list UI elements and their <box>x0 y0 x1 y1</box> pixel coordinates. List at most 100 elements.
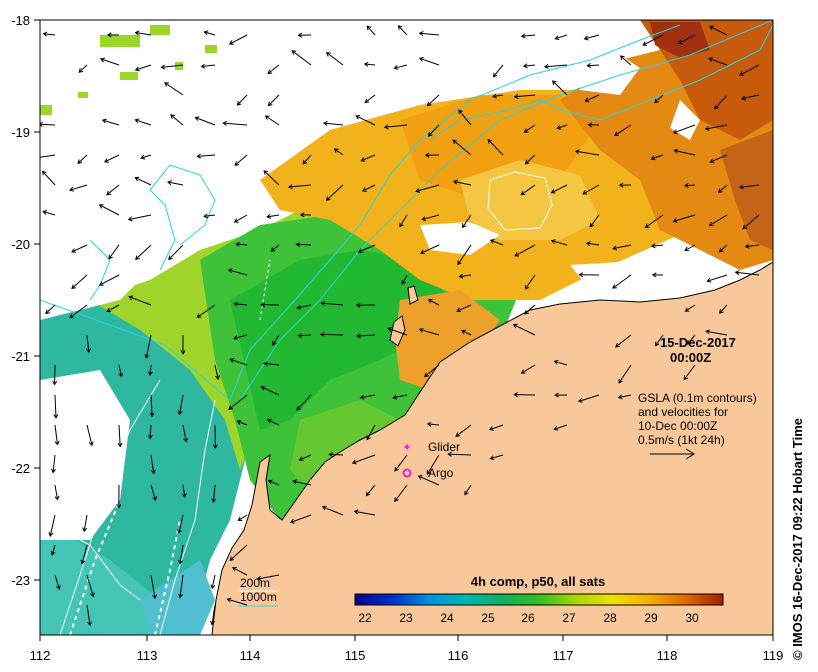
velocity-arrowhead <box>612 284 617 289</box>
velocity-arrow <box>709 25 728 36</box>
velocity-arrowhead <box>655 341 660 347</box>
velocity-arrowhead <box>106 32 112 38</box>
velocity-arrowhead <box>418 327 424 333</box>
velocity-arrowhead <box>650 155 656 161</box>
velocity-arrowhead <box>489 239 495 244</box>
velocity-arrowhead <box>585 241 591 247</box>
velocity-arrowhead <box>196 153 202 159</box>
velocity-arrowhead <box>212 444 218 450</box>
velocity-arrow <box>135 64 152 71</box>
velocity-arrowhead <box>366 25 372 31</box>
velocity-arrowhead <box>362 187 367 192</box>
velocity-arrowhead <box>237 516 243 521</box>
lon-label: 114 <box>240 648 261 663</box>
velocity-arrowhead <box>554 392 559 398</box>
velocity-arrowhead <box>86 348 91 354</box>
velocity-arrowhead <box>705 329 711 335</box>
gsla-line: GSLA (0.1m contours) <box>638 391 757 405</box>
velocity-arrowhead <box>520 190 526 196</box>
velocity-arrowhead <box>52 380 58 386</box>
velocity-arrow <box>99 274 120 286</box>
velocity-arrowhead <box>170 114 175 119</box>
velocity-arrow <box>150 484 157 501</box>
velocity-arrowhead <box>513 93 519 99</box>
velocity-arrowhead <box>54 495 60 501</box>
velocity-arrow <box>453 180 472 186</box>
velocity-arrow <box>424 364 440 377</box>
velocity-arrowhead <box>231 567 237 572</box>
velocity-arrow <box>399 214 408 227</box>
velocity-arrowhead <box>418 57 424 62</box>
velocity-arrow <box>557 124 568 129</box>
velocity-arrow <box>42 170 56 186</box>
velocity-arrow <box>394 484 408 502</box>
velocity-arrowhead <box>393 65 399 70</box>
velocity-arrow <box>197 154 216 157</box>
velocity-arrowhead <box>458 109 463 115</box>
velocity-arrowhead <box>264 115 270 120</box>
velocity-arrowhead <box>144 353 150 359</box>
velocity-arrowhead <box>164 82 169 87</box>
velocity-arrowhead <box>147 434 153 440</box>
velocity-arrow <box>684 184 696 187</box>
velocity-arrow <box>457 244 472 265</box>
velocity-arrowhead <box>452 179 458 185</box>
velocity-arrow <box>575 150 600 156</box>
lat-label: -18 <box>11 13 30 28</box>
velocity-arrow <box>164 82 184 96</box>
velocity-arrow <box>326 52 344 66</box>
velocity-arrowhead <box>203 213 209 219</box>
velocity-arrowhead <box>740 95 746 101</box>
velocity-arrow <box>267 64 280 74</box>
velocity-arrowhead <box>708 221 714 226</box>
velocity-arrow <box>487 139 504 156</box>
velocity-arrow <box>69 184 88 191</box>
velocity-arrowhead <box>383 124 389 130</box>
velocity-arrowhead <box>487 138 493 144</box>
velocity-arrowhead <box>226 597 232 603</box>
argo-icon <box>402 468 412 478</box>
velocity-arrowhead <box>291 50 297 55</box>
isobath-1000m-label: 1000m <box>240 590 277 604</box>
velocity-arrowhead <box>98 204 104 209</box>
velocity-arrowhead <box>684 307 690 312</box>
velocity-arrowhead <box>263 170 269 175</box>
velocity-arrowhead <box>356 333 361 339</box>
velocity-arrow <box>291 50 312 66</box>
velocity-arrowhead <box>211 498 217 504</box>
velocity-arrowhead <box>420 249 425 255</box>
velocity-arrowhead <box>421 216 427 222</box>
velocity-arrow <box>149 424 152 439</box>
velocity-arrowhead <box>673 148 679 154</box>
velocity-arrowhead <box>134 30 140 36</box>
velocity-arrowhead <box>452 139 458 145</box>
velocity-arrowhead <box>297 32 303 38</box>
velocity-arrowhead <box>619 55 625 60</box>
velocity-arrow <box>419 32 440 36</box>
velocity-arrowhead <box>140 154 146 160</box>
velocity-arrowhead <box>227 268 233 274</box>
colorbar-tick: 22 <box>358 611 372 625</box>
velocity-arrow <box>551 240 568 246</box>
colorbar-tick: 24 <box>440 611 454 625</box>
velocity-arrowhead <box>415 188 421 193</box>
velocity-arrow <box>420 244 440 254</box>
velocity-arrowhead <box>302 159 308 165</box>
velocity-arrowhead <box>418 31 424 36</box>
velocity-arrowhead <box>650 243 656 249</box>
velocity-arrow <box>106 184 120 196</box>
velocity-arrowhead <box>401 280 406 286</box>
velocity-arrowhead <box>426 101 432 107</box>
velocity-arrowhead <box>210 620 215 626</box>
lon-label: 117 <box>553 648 574 663</box>
velocity-arrow <box>264 362 280 366</box>
map-frame <box>39 19 774 636</box>
lon-label: 113 <box>137 648 158 663</box>
velocity-arrowhead <box>458 273 464 279</box>
velocity-arrow <box>427 423 440 426</box>
lat-label: -20 <box>11 237 30 252</box>
velocity-arrowhead <box>233 218 239 223</box>
velocity-arrow <box>554 360 568 366</box>
velocity-arrows <box>40 25 760 627</box>
